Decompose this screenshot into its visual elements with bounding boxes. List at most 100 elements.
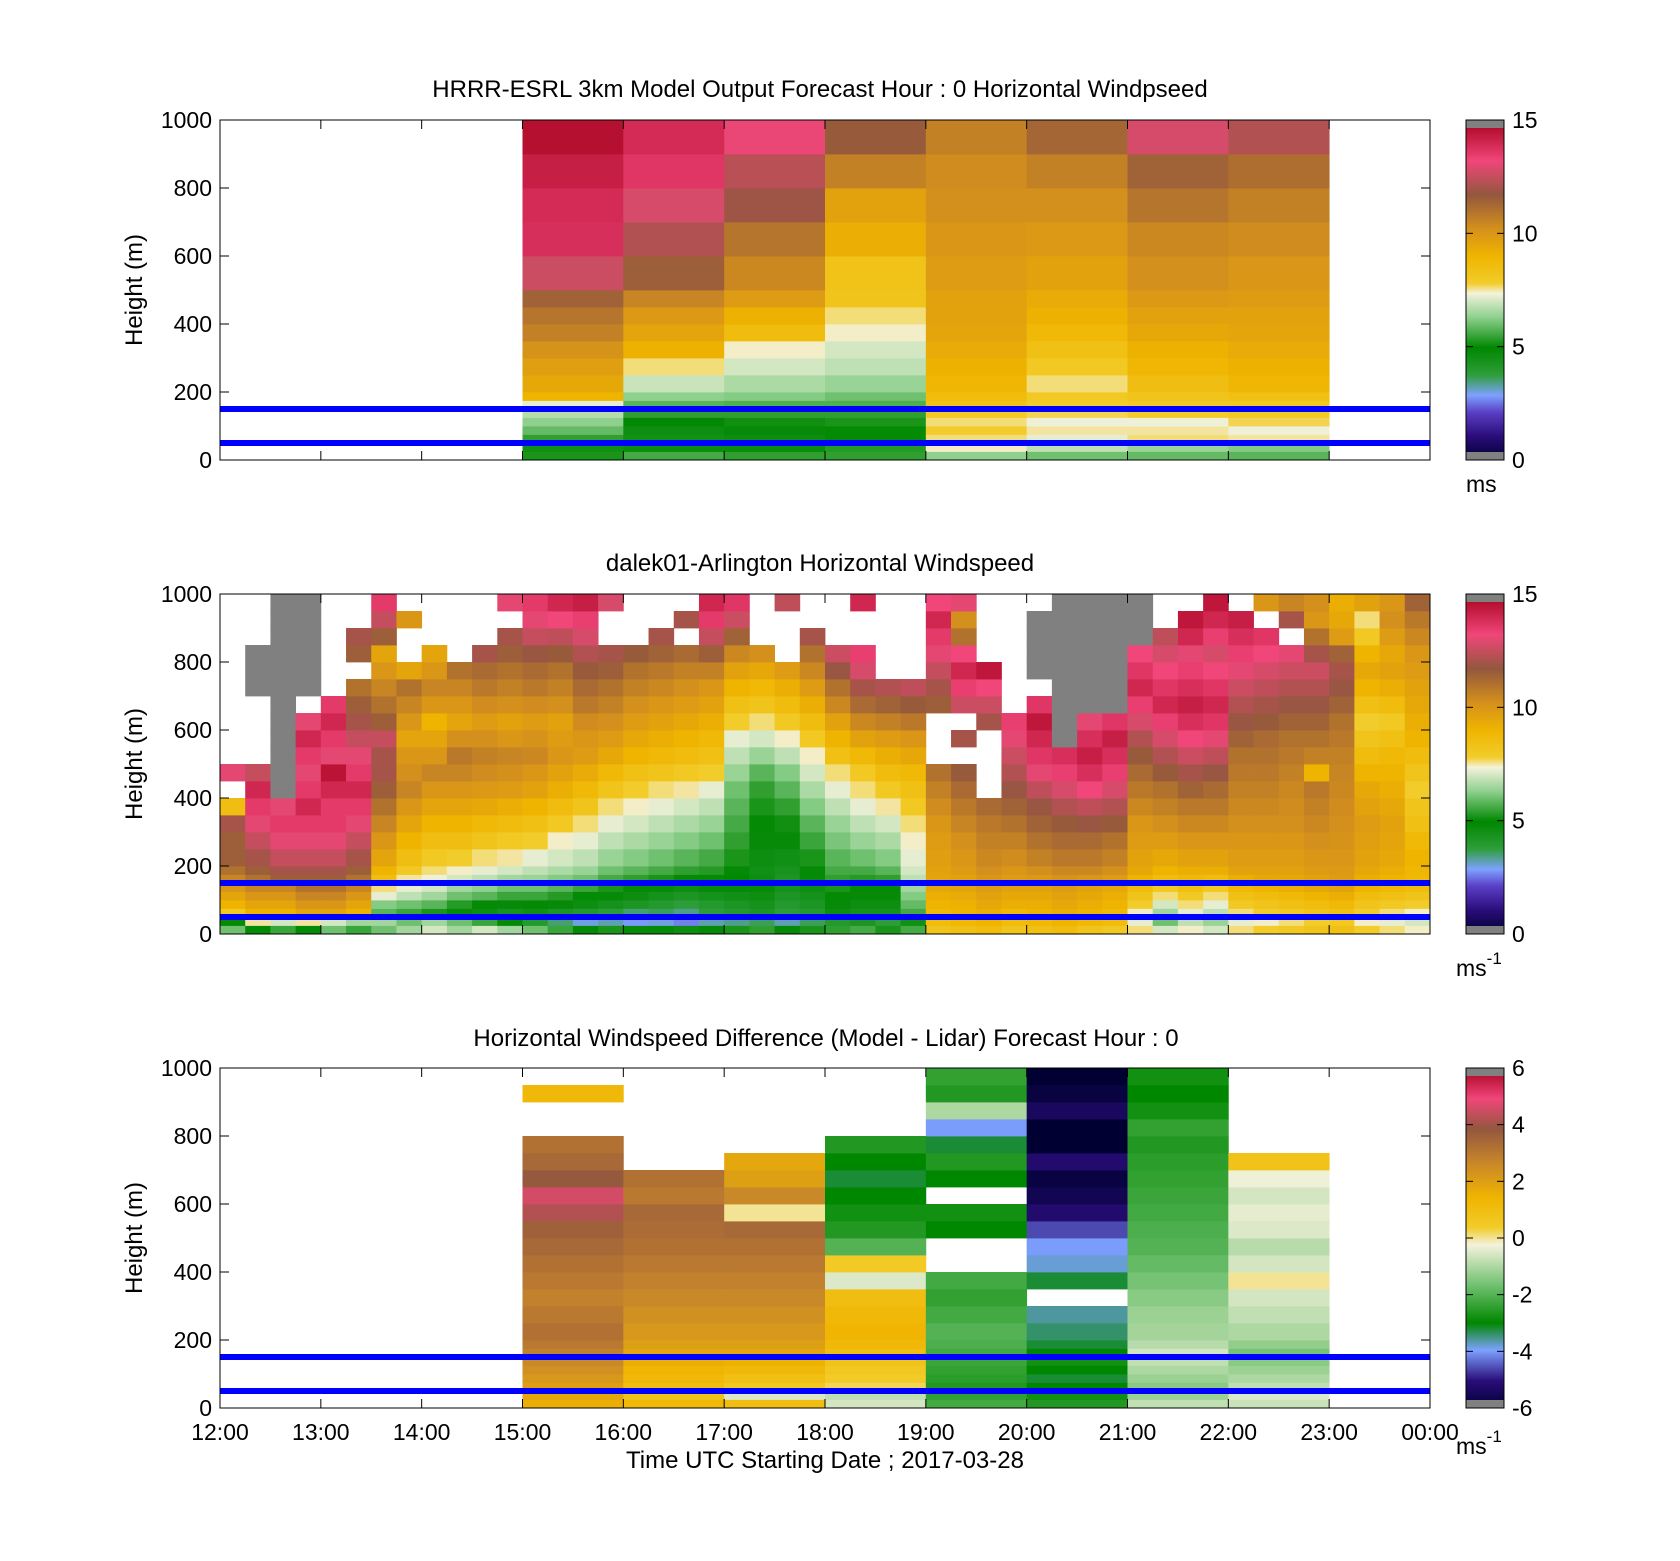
heatmap-cell: [472, 925, 498, 935]
heatmap-cell: [749, 713, 775, 731]
heatmap-cell: [1077, 781, 1103, 799]
heatmap-cell: [295, 925, 322, 935]
heatmap-cell: [547, 679, 574, 697]
heatmap-cell: [1203, 781, 1229, 799]
heatmap-cell: [1102, 815, 1128, 833]
heatmap-cell: [1077, 747, 1103, 765]
heatmap-cell: [1329, 874, 1355, 884]
heatmap-cell: [925, 1221, 1028, 1239]
heatmap-cell: [1127, 781, 1154, 799]
heatmap-cell: [724, 1391, 826, 1400]
heatmap-cell: [724, 222, 826, 257]
heatmap-cell: [825, 1221, 927, 1239]
heatmap-cell: [421, 713, 448, 731]
heatmap-cell: [698, 883, 725, 892]
heatmap-cell: [1228, 713, 1254, 731]
heatmap-cell: [825, 662, 851, 680]
heatmap-cell: [371, 900, 397, 909]
heatmap-cell: [446, 764, 473, 782]
heatmap-cell: [1127, 154, 1229, 189]
heatmap-cell: [925, 1136, 1028, 1154]
heatmap-cell: [1354, 900, 1380, 909]
heatmap-cell: [1026, 781, 1053, 799]
heatmap-cell: [623, 1365, 725, 1375]
heatmap-cell: [749, 832, 775, 850]
heatmap-cell: [1379, 696, 1406, 714]
heatmap-cell: [522, 1348, 624, 1358]
heatmap-cell: [1228, 696, 1254, 714]
heatmap-cell: [1026, 341, 1128, 359]
heatmap-cell: [396, 849, 423, 867]
heatmap-cell: [295, 866, 322, 875]
heatmap-cell: [1303, 883, 1330, 892]
heatmap-cell: [875, 883, 902, 892]
heatmap-cell: [295, 874, 322, 884]
heatmap-cell: [1127, 594, 1154, 612]
heatmap-cell: [875, 815, 902, 833]
heatmap-cell: [522, 815, 549, 833]
heatmap-cell: [1329, 925, 1355, 935]
heatmap-cell: [698, 832, 725, 850]
heatmap-cell: [648, 730, 675, 748]
reference-lines: [220, 406, 1430, 446]
heatmap-cell: [245, 781, 271, 799]
heatmap-cell: [1203, 730, 1229, 748]
heatmap-cell: [1228, 747, 1254, 765]
heatmap-cell: [421, 925, 448, 935]
heatmap-cell: [295, 883, 322, 892]
heatmap-cell: [1001, 832, 1028, 850]
heatmap-cell: [799, 849, 826, 867]
heatmap-cell: [1253, 866, 1280, 875]
heatmap-cell: [320, 815, 347, 833]
heatmap-cell: [1102, 645, 1128, 663]
heatmap-cell: [825, 900, 851, 909]
heatmap-cell: [1404, 764, 1431, 782]
heatmap-cell: [547, 747, 574, 765]
heatmap-cell: [1127, 874, 1154, 884]
heatmap-cell: [623, 713, 649, 731]
heatmap-cell: [1379, 662, 1406, 680]
heatmap-cell: [1228, 1170, 1330, 1188]
heatmap-cell: [547, 764, 574, 782]
heatmap-cell: [825, 1382, 927, 1392]
heatmap-cell: [1278, 764, 1305, 782]
heatmap-cell: [1177, 713, 1204, 731]
heatmap-cell: [346, 908, 372, 918]
heatmap-cell: [220, 815, 246, 833]
heatmap-cell: [1379, 594, 1406, 612]
heatmap-cell: [724, 324, 826, 342]
heatmap-cell: [1001, 764, 1028, 782]
heatmap-cell: [572, 798, 599, 816]
heatmap-cell: [446, 883, 473, 892]
heatmap-cell: [648, 900, 675, 909]
heatmap-cell: [749, 696, 775, 714]
heatmap-cell: [648, 747, 675, 765]
heatmap-cell: [1253, 908, 1280, 918]
heatmap-cell: [1026, 392, 1128, 401]
heatmap-cell: [522, 1187, 624, 1205]
heatmap-cell: [371, 628, 397, 646]
heatmap-cell: [1077, 832, 1103, 850]
heatmap-cell: [1026, 730, 1053, 748]
y-tick-label: 800: [174, 1123, 212, 1149]
heatmap-cell: [1228, 815, 1254, 833]
heatmap-cell: [875, 764, 902, 782]
heatmap-cell: [951, 645, 977, 663]
heatmap-cell: [1026, 400, 1128, 410]
heatmap-cell: [1203, 713, 1229, 731]
heatmap-cell: [1329, 883, 1355, 892]
heatmap-cell: [522, 1399, 624, 1409]
heatmap-cell: [320, 781, 347, 799]
heatmap-cell: [698, 730, 725, 748]
heatmap-cell: [875, 925, 902, 935]
heatmap-cell: [547, 874, 574, 884]
heatmap-cell: [724, 1340, 826, 1349]
heatmap-cell: [547, 696, 574, 714]
heatmap-cell: [1228, 798, 1254, 816]
heatmap-cell: [925, 307, 1028, 325]
heatmap-cell: [1102, 679, 1128, 697]
heatmap-cell: [1177, 662, 1204, 680]
heatmap-cell: [220, 891, 246, 901]
heatmap-cell: [1127, 417, 1229, 427]
heatmap-cell: [1127, 1221, 1229, 1239]
